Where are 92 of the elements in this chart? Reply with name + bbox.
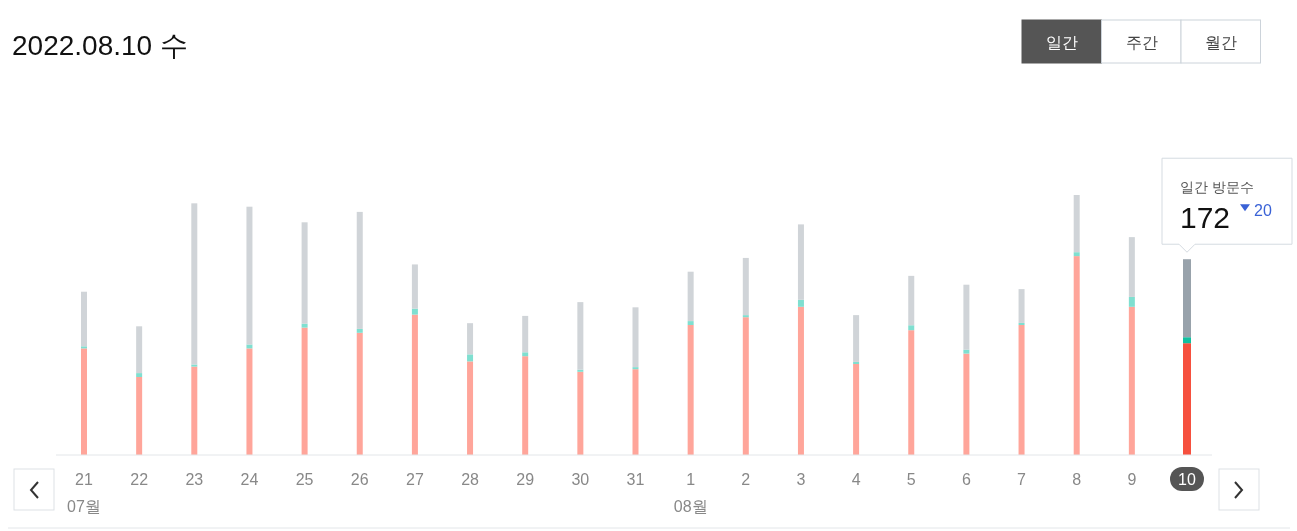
bar xyxy=(81,346,87,349)
x-tick-label: 7 xyxy=(1017,471,1027,488)
x-tick-label: 31 xyxy=(626,471,645,488)
x-tick-label: 27 xyxy=(406,471,424,488)
bar xyxy=(577,371,584,455)
x-tick-label: 25 xyxy=(295,471,314,488)
bar xyxy=(797,306,804,455)
bar xyxy=(1183,343,1191,455)
bar xyxy=(191,364,198,367)
bar xyxy=(467,361,474,455)
bar xyxy=(1018,325,1025,455)
period-button: 주간 xyxy=(1101,19,1182,64)
bar xyxy=(467,323,474,355)
x-tick-label: 1 xyxy=(686,471,696,488)
bar xyxy=(1073,195,1080,253)
bar xyxy=(1128,296,1135,307)
x-tick-label: 24 xyxy=(240,471,259,488)
x-tick-label: 8 xyxy=(1072,471,1082,488)
bar xyxy=(687,321,694,325)
bar xyxy=(1128,237,1135,297)
bar xyxy=(301,327,308,455)
bar xyxy=(687,325,694,455)
bar xyxy=(963,284,970,350)
x-tick-label: 5 xyxy=(906,471,916,488)
bar xyxy=(632,369,639,455)
text: 08월 xyxy=(673,498,708,515)
x-tick-label: 6 xyxy=(961,471,971,488)
bar xyxy=(246,206,253,345)
bar xyxy=(687,271,694,322)
bar xyxy=(136,373,143,377)
bar xyxy=(908,325,915,331)
period-button: 월간 xyxy=(1180,19,1261,64)
bar xyxy=(191,203,198,365)
x-tick-label: 21 xyxy=(75,471,93,488)
bar xyxy=(411,314,418,455)
bar xyxy=(411,308,418,315)
bar xyxy=(1018,322,1025,325)
x-tick-label: 2 xyxy=(741,471,751,488)
bar xyxy=(853,361,860,364)
bar xyxy=(522,356,529,455)
bar xyxy=(356,328,363,333)
bar xyxy=(246,348,253,455)
bar xyxy=(963,353,970,455)
bar xyxy=(632,307,639,368)
x-tick-label: 26 xyxy=(350,471,369,488)
bar xyxy=(742,315,749,318)
x-tick-label: 9 xyxy=(1127,471,1137,488)
bar xyxy=(797,299,804,307)
bar xyxy=(356,211,363,329)
bar xyxy=(301,323,308,328)
text: 07월 xyxy=(67,498,101,515)
bar xyxy=(1128,306,1135,455)
bar xyxy=(1183,259,1191,338)
bar xyxy=(191,366,198,455)
bar xyxy=(136,377,143,455)
x-tick-label: 30 xyxy=(571,471,590,488)
x-tick-label: 29 xyxy=(516,471,535,488)
x-tick-label: 28 xyxy=(461,471,480,488)
bar xyxy=(908,330,915,455)
bar xyxy=(411,264,418,309)
bar xyxy=(81,291,87,347)
bar xyxy=(522,315,529,353)
text: 20 xyxy=(1254,202,1272,220)
bar xyxy=(577,302,584,370)
bar xyxy=(1183,337,1191,344)
bar xyxy=(301,222,308,324)
bar xyxy=(1018,289,1025,323)
bar xyxy=(853,364,860,455)
bar xyxy=(908,275,915,326)
bar xyxy=(853,315,860,362)
chart-title: 2022.08.10 수 xyxy=(12,30,188,61)
x-tick-label: 3 xyxy=(796,471,806,488)
bar xyxy=(522,352,529,357)
bar xyxy=(632,367,639,370)
bar xyxy=(136,326,143,374)
x-tick-label: 23 xyxy=(185,471,204,488)
bar xyxy=(577,369,584,372)
period-button: 일간 xyxy=(1021,19,1102,64)
bar xyxy=(963,349,970,354)
x-tick-label: 10 xyxy=(1178,471,1196,488)
annotation: 172 xyxy=(1180,201,1231,235)
bar xyxy=(742,317,749,455)
bar xyxy=(1073,252,1080,257)
x-tick-label: 4 xyxy=(851,471,861,488)
bar xyxy=(797,224,804,300)
bar xyxy=(81,348,87,455)
bar xyxy=(356,332,363,455)
bar xyxy=(467,354,474,362)
x-tick-label: 22 xyxy=(130,471,149,488)
annotation: 일간 방문수 xyxy=(1180,179,1254,196)
bar xyxy=(1073,256,1080,455)
bar xyxy=(742,257,749,316)
